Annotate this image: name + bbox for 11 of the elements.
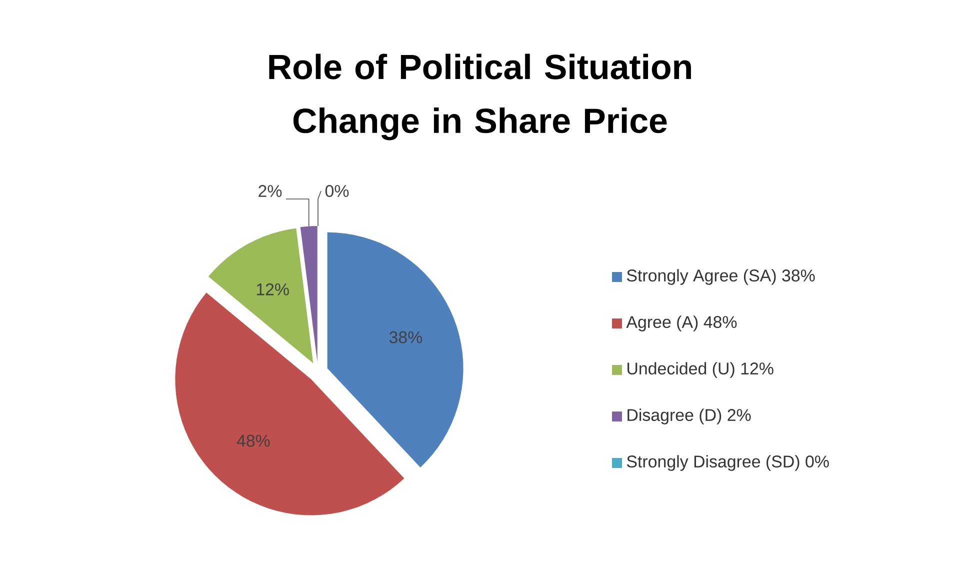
- text: 0%: [325, 184, 349, 197]
- legend-label: Strongly Disagree (SD) 0%: [626, 455, 829, 471]
- data-label: 48%: [236, 434, 270, 447]
- chart-title: Role of Political Situation Change in Share Price: [269, 54, 691, 140]
- data-label: 2%: [258, 185, 282, 197]
- legend-label: Disagree (D) 2%: [628, 408, 751, 424]
- legend-label: Strongly Agree (SA) 38%: [626, 269, 815, 285]
- legend-label: Undecided (U) 12%: [628, 362, 774, 378]
- data-label: 12%: [256, 283, 289, 296]
- legend-label: Agree (A) 48%: [626, 316, 737, 332]
- data-label: 38%: [389, 331, 422, 344]
